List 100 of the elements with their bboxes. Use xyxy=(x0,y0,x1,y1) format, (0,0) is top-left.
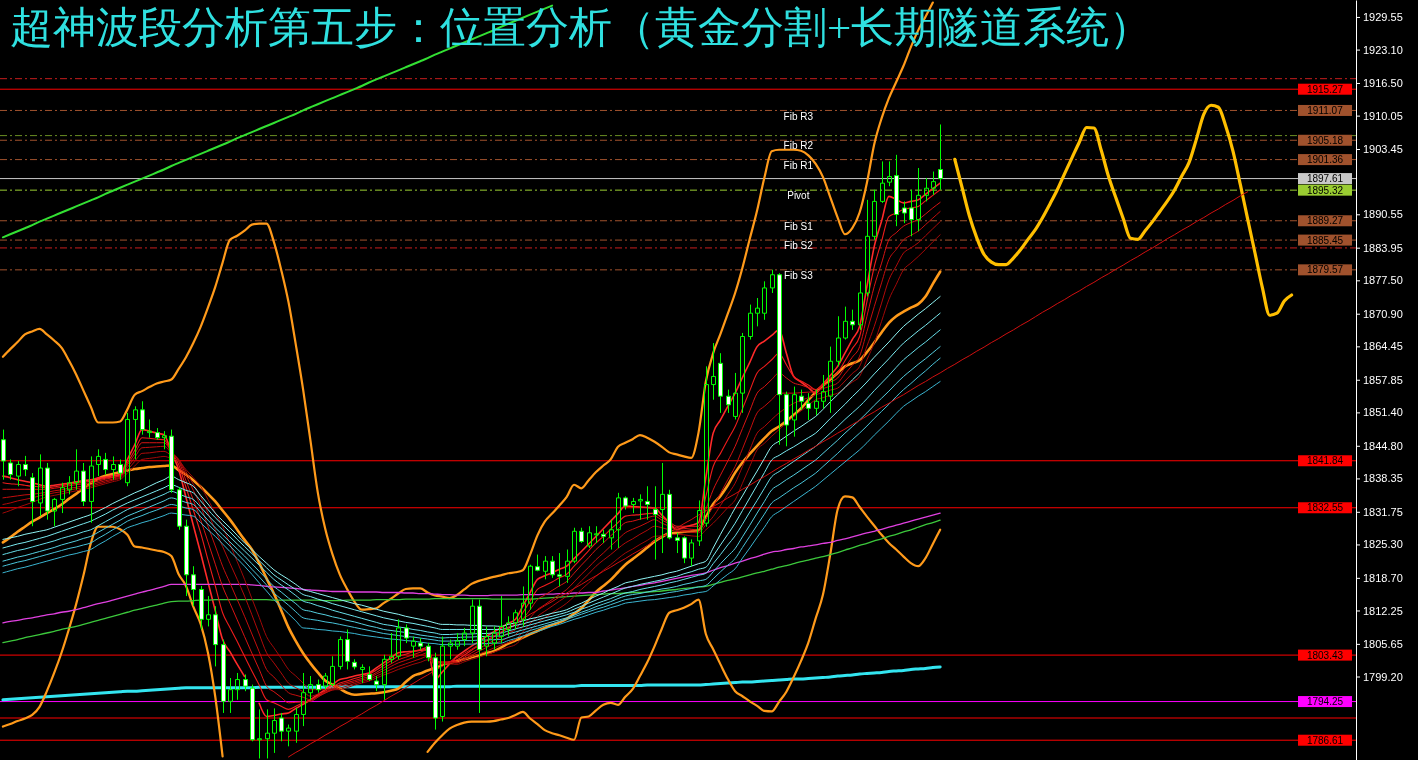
candlestick xyxy=(177,486,182,531)
candlestick xyxy=(484,625,489,657)
y-tick-label: 1818.70 xyxy=(1363,571,1403,584)
candlestick xyxy=(30,472,35,527)
candlestick xyxy=(470,599,475,644)
candlestick xyxy=(184,519,189,597)
line-series xyxy=(953,103,1294,317)
candlestick xyxy=(528,564,533,611)
candlestick xyxy=(191,565,196,607)
candlestick xyxy=(543,555,548,580)
y-tick-label: 1825.30 xyxy=(1363,538,1403,551)
candlestick xyxy=(257,708,262,759)
ref-line-label: 1905.18 xyxy=(1306,134,1344,146)
candlestick xyxy=(389,632,394,664)
candlestick xyxy=(557,552,562,587)
candlestick xyxy=(675,532,680,554)
candlestick xyxy=(748,304,753,341)
ref-line-label: 1897.61 xyxy=(1306,173,1344,185)
candlestick xyxy=(711,342,716,401)
candlestick xyxy=(938,123,943,191)
line-series xyxy=(1,665,942,702)
candlestick xyxy=(916,167,921,232)
candlestick xyxy=(587,525,592,549)
annotation: Pivot xyxy=(787,190,810,202)
candlestick xyxy=(45,462,50,521)
candlestick xyxy=(140,400,145,436)
y-tick-label: 1799.20 xyxy=(1363,670,1403,683)
candlestick xyxy=(638,493,643,521)
candlestick xyxy=(404,623,409,644)
candlestick xyxy=(279,712,284,742)
candlestick xyxy=(206,595,211,627)
candlestick xyxy=(265,708,270,759)
candlestick xyxy=(426,642,431,662)
candlestick xyxy=(396,618,401,660)
candlestick xyxy=(23,455,28,477)
candlestick xyxy=(74,448,79,491)
candlestick xyxy=(60,482,65,514)
y-tick-label: 1831.75 xyxy=(1363,505,1403,518)
y-tick-label: 1857.85 xyxy=(1363,373,1403,386)
y-tick-label: 1903.45 xyxy=(1363,143,1403,156)
candlestick xyxy=(623,495,628,511)
candlestick xyxy=(865,199,870,298)
candlestick xyxy=(762,280,767,321)
candlestick xyxy=(565,549,570,584)
candlestick xyxy=(125,412,130,487)
candlestick xyxy=(704,365,709,528)
candlestick xyxy=(67,475,72,495)
candlestick xyxy=(821,374,826,409)
candlestick xyxy=(213,605,218,667)
candlestick xyxy=(770,269,775,294)
y-tick-label: 1805.65 xyxy=(1363,637,1403,650)
candlestick xyxy=(89,455,94,524)
candlestick xyxy=(726,389,731,414)
candlestick xyxy=(689,538,694,567)
ref-line-label: 1841.84 xyxy=(1306,455,1344,467)
candlestick xyxy=(221,639,226,714)
candlestick xyxy=(52,497,57,527)
candlestick xyxy=(477,599,482,714)
ref-line-label: 1889.27 xyxy=(1306,215,1344,227)
candlestick xyxy=(535,554,540,572)
ref-line-label: 1911.07 xyxy=(1307,104,1344,116)
candlestick xyxy=(169,429,174,494)
candlestick xyxy=(103,452,108,476)
candlestick xyxy=(382,654,387,701)
candlestick xyxy=(411,636,416,659)
candlestick xyxy=(609,519,614,551)
candlestick xyxy=(440,636,445,723)
candlestick xyxy=(894,154,899,227)
candlestick xyxy=(601,529,606,544)
candlestick xyxy=(645,485,650,521)
candlestick xyxy=(118,458,123,481)
candlestick xyxy=(550,555,555,579)
y-tick-label: 1890.55 xyxy=(1363,208,1403,221)
candlestick xyxy=(902,200,907,224)
ref-line-label: 1879.57 xyxy=(1306,264,1344,276)
candlestick xyxy=(806,392,811,421)
line-series xyxy=(2,519,941,644)
candlestick xyxy=(111,455,116,481)
candlestick xyxy=(345,628,350,670)
candlestick xyxy=(836,315,841,367)
candlestick xyxy=(8,458,13,481)
candlestick xyxy=(455,632,460,651)
ref-line-label: 1786.61 xyxy=(1306,734,1344,746)
candlestick xyxy=(162,430,167,450)
candlestick xyxy=(301,672,306,727)
candlestick xyxy=(499,595,504,644)
candlestick xyxy=(513,609,518,630)
y-tick-label: 1844.80 xyxy=(1363,439,1403,452)
candlestick xyxy=(931,171,936,196)
candlestick xyxy=(858,280,863,331)
annotation: Fib S1 xyxy=(783,220,814,232)
candlestick xyxy=(521,585,526,627)
candlestick xyxy=(286,724,291,747)
candlestick xyxy=(660,462,665,554)
candlestick xyxy=(887,160,892,187)
candlestick xyxy=(374,675,379,692)
candlestick xyxy=(360,663,365,684)
annotation: Fib R2 xyxy=(783,140,814,152)
candlestick xyxy=(330,655,335,687)
candlestick xyxy=(367,665,372,682)
